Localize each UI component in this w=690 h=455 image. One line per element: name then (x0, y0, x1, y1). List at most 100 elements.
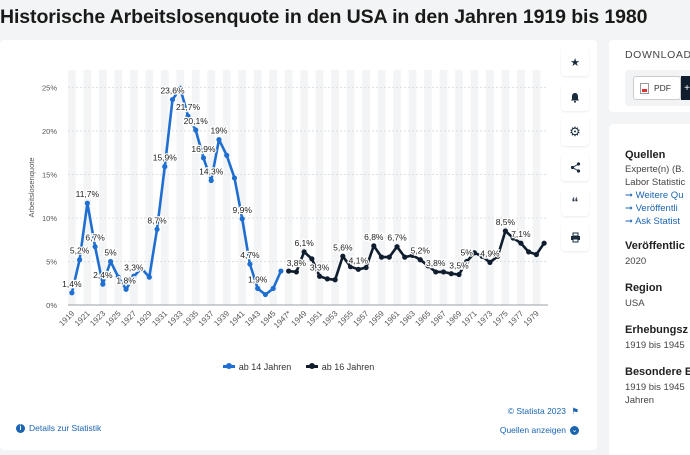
year-band (176, 70, 185, 305)
data-point (138, 265, 145, 272)
data-point (448, 271, 454, 277)
data-label: 3,3% (124, 262, 144, 272)
data-point (440, 269, 447, 275)
data-label: 5,2% (411, 246, 431, 256)
sources-link-label: Quellen anzeigen (499, 425, 566, 435)
x-tick-label: 1975 (491, 309, 510, 328)
cite-button[interactable]: “ (561, 188, 589, 216)
data-point (363, 264, 369, 271)
data-label: 4,7% (240, 250, 260, 260)
data-point (425, 263, 431, 269)
plus-icon: + (684, 82, 690, 94)
year-band (300, 70, 308, 305)
data-label: 19% (210, 126, 227, 136)
data-point (293, 269, 299, 275)
data-point (409, 252, 416, 258)
data-label: 11,7% (76, 189, 100, 199)
data-point (541, 240, 547, 246)
year-band (408, 70, 417, 305)
data-point (123, 286, 129, 292)
details-link[interactable]: i Details zur Statistik (16, 423, 101, 433)
data-point (324, 276, 330, 282)
data-point (247, 261, 253, 267)
data-point (216, 137, 222, 143)
year-band (315, 70, 324, 305)
year-band (114, 70, 123, 305)
data-label: 23,6% (160, 86, 185, 96)
data-label: 2,4% (93, 270, 113, 280)
data-point (495, 253, 501, 259)
share-button[interactable] (561, 153, 589, 181)
source-link-more[interactable]: ➞ Weitere Qu (625, 189, 690, 202)
data-point (533, 251, 539, 258)
sources-link[interactable]: Quellen anzeigen ⌄ (500, 425, 579, 435)
year-band (331, 70, 339, 305)
y-tick-label: 25% (42, 83, 57, 92)
data-label: 3,5% (449, 261, 469, 271)
data-label: 15,9% (153, 153, 178, 163)
data-point (402, 254, 408, 260)
more-downloads-button[interactable]: + (681, 76, 690, 100)
arrow-right-icon: ➞ (625, 203, 636, 214)
notify-button[interactable] (561, 83, 589, 111)
favorite-button[interactable]: ★ (561, 48, 589, 76)
data-label: 6,8% (364, 232, 384, 242)
settings-button[interactable]: ⚙ (561, 118, 589, 146)
legend-item-ab-16[interactable]: ab 16 Jahren (305, 362, 374, 372)
data-label: 1,9% (248, 274, 268, 284)
data-point (255, 285, 261, 292)
legend-marker-ab-16 (305, 363, 318, 369)
sources-text-1: Experte(n) (B. (625, 164, 685, 175)
data-point (270, 285, 276, 292)
data-point (200, 155, 207, 161)
print-icon (570, 232, 580, 242)
x-tick-label: 1961 (382, 309, 401, 328)
data-point (84, 200, 90, 206)
x-tick-label: 1937 (197, 309, 216, 328)
source-link-publication[interactable]: ➞ Veröffentli (625, 202, 690, 215)
source-link-ask-statista[interactable]: ➞ Ask Statist (625, 215, 690, 228)
x-tick-label: 1927 (119, 309, 138, 328)
x-tick-label: 1941 (228, 309, 247, 328)
pdf-download-button[interactable]: PDF (633, 76, 681, 100)
x-tick-label: 1965 (413, 309, 432, 328)
details-link-label: Details zur Statistik (29, 423, 102, 433)
year-band (393, 70, 401, 305)
print-button[interactable] (561, 223, 589, 251)
legend-item-ab-14[interactable]: ab 14 Jahren (222, 362, 291, 372)
x-tick-label: 1919 (57, 309, 76, 328)
bell-icon (571, 92, 579, 103)
year-band (160, 70, 169, 305)
year-band (207, 70, 216, 305)
gear-icon: ⚙ (569, 124, 581, 139)
year-band (83, 70, 92, 305)
pdf-file-icon (640, 82, 649, 94)
data-point (224, 152, 230, 158)
download-panel: DOWNLOAD PDF + (609, 40, 690, 112)
region-value: USA (625, 298, 645, 309)
data-point (231, 175, 238, 181)
data-point (77, 257, 83, 263)
chart-legend: ab 14 Jahren ab 16 Jahren (0, 360, 597, 372)
data-label: 8,5% (496, 217, 516, 227)
data-point (278, 268, 284, 274)
x-tick-label: 1979 (522, 309, 541, 328)
data-label: 4,1% (349, 255, 369, 265)
data-point (456, 271, 462, 278)
data-label: 20,1% (184, 116, 209, 126)
data-label: 6,7% (387, 233, 407, 243)
source-link-more-label: Weitere Qu (635, 190, 684, 201)
y-tick-label: 15% (42, 170, 57, 179)
sources-text-2: Labor Statistic (625, 177, 686, 188)
data-point (487, 259, 493, 265)
x-tick-label: 1939 (212, 309, 231, 328)
data-point (177, 85, 183, 91)
year-band (486, 70, 494, 305)
data-point (518, 240, 524, 246)
year-band (238, 70, 247, 305)
data-point (317, 273, 323, 279)
arrow-right-icon: ➞ (625, 190, 636, 201)
year-band (346, 70, 355, 305)
quote-icon: “ (571, 194, 579, 210)
copyright-link[interactable]: © Statista 2023 ⚑ (508, 406, 579, 417)
